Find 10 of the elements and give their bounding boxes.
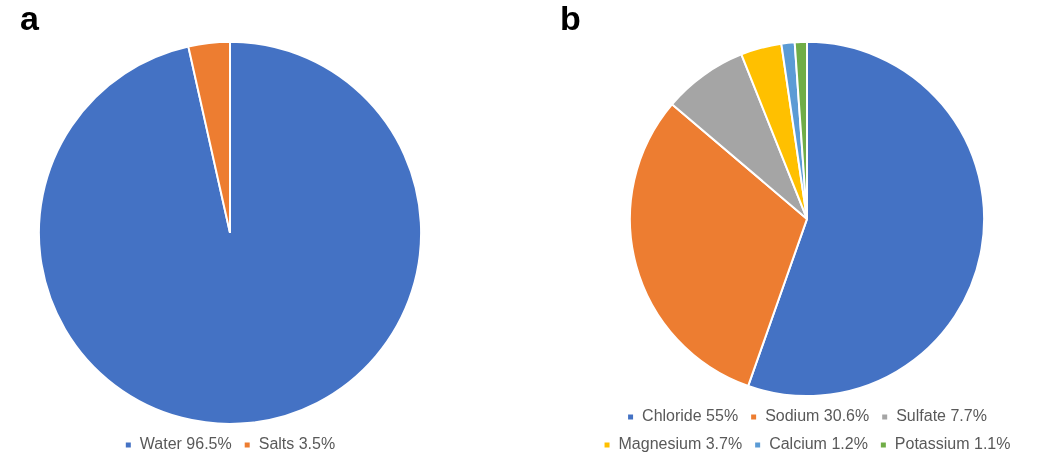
chart-title: a bbox=[20, 0, 40, 37]
legend-label: Potassium 1.1% bbox=[894, 435, 1011, 453]
legend-label: Salts 3.5% bbox=[258, 435, 336, 453]
chart-title: b bbox=[560, 0, 581, 37]
legend-label: Sodium 30.6% bbox=[765, 407, 870, 425]
legend-label: Magnesium 3.7% bbox=[618, 435, 743, 453]
legend-label: Calcium 1.2% bbox=[769, 435, 868, 453]
legend-label: Water 96.5% bbox=[139, 435, 232, 453]
legend-label: Chloride 55% bbox=[642, 407, 739, 425]
legend-label: Sulfate 7.7% bbox=[896, 407, 987, 425]
